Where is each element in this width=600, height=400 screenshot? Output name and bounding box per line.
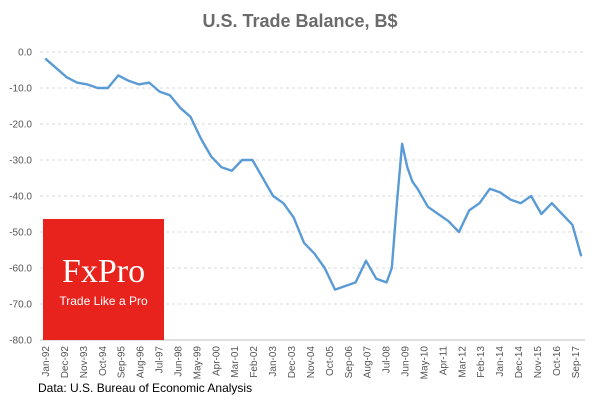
logo-tagline: Trade Like a Pro — [59, 294, 148, 308]
series-line-trade-balance — [44, 58, 583, 291]
y-tick-label: 0.0 — [18, 48, 32, 59]
y-tick-label: -40.0 — [9, 192, 32, 203]
x-tick-label: Jun-98 — [173, 346, 184, 377]
x-tick-label: Nov-15 — [533, 346, 544, 379]
y-tick-label: -80.0 — [9, 336, 32, 347]
x-tick-label: May-99 — [192, 346, 203, 380]
x-tick-label: Dec-14 — [514, 346, 525, 379]
x-axis-ticks: Jan-92 Dec-92 Nov-93 Oct-94 Sep-95 Aug-96 Jul-… — [41, 346, 582, 380]
y-tick-label: -60.0 — [9, 264, 32, 275]
x-tick-label: Apr-00 — [211, 346, 222, 376]
x-tick-label: Oct-16 — [552, 346, 563, 376]
x-tick-label: Mar-12 — [457, 346, 468, 378]
x-tick-label: Dec-03 — [287, 346, 298, 379]
x-tick-label: Sep-95 — [117, 346, 128, 379]
y-tick-label: -50.0 — [9, 228, 32, 239]
x-tick-label: Sep-17 — [571, 346, 582, 379]
x-tick-label: Jun-09 — [401, 346, 412, 377]
x-tick-label: Jul-08 — [382, 346, 393, 374]
x-tick-label: Aug-96 — [136, 346, 147, 379]
x-tick-label: Feb-13 — [476, 346, 487, 378]
x-tick-label: Nov-93 — [79, 346, 90, 379]
x-tick-label: Dec-92 — [60, 346, 71, 379]
x-tick-label: Jan-92 — [41, 346, 52, 377]
x-tick-label: Jan-14 — [495, 346, 506, 377]
y-axis-ticks: 0.0 -10.0 -20.0 -30.0 -40.0 -50.0 -60.0 -70.0 -8… — [9, 48, 32, 347]
series-layer — [44, 58, 583, 291]
fxpro-logo: FxPro Trade Like a Pro — [43, 219, 164, 340]
x-tick-label: Aug-07 — [363, 346, 374, 379]
y-tick-label: -20.0 — [9, 120, 32, 131]
y-tick-label: -10.0 — [9, 84, 32, 95]
logo-brand: FxPro — [61, 253, 146, 290]
x-tick-label: Oct-94 — [98, 346, 109, 376]
x-tick-label: Apr-11 — [438, 346, 449, 376]
x-tick-label: Sep-06 — [344, 346, 355, 379]
x-tick-label: Feb-02 — [249, 346, 260, 378]
y-tick-label: -70.0 — [9, 300, 32, 311]
x-tick-label: Oct-05 — [325, 346, 336, 376]
y-tick-label: -30.0 — [9, 156, 32, 167]
x-tick-label: Jan-03 — [268, 346, 279, 377]
source-note: Data: U.S. Bureau of Economic Analysis — [38, 381, 252, 395]
chart-title: U.S. Trade Balance, B$ — [202, 11, 397, 31]
x-tick-label: Mar-01 — [230, 346, 241, 378]
x-tick-label: May-10 — [419, 346, 430, 380]
x-tick-label: Jul-97 — [155, 346, 166, 374]
x-tick-label: Nov-04 — [306, 346, 317, 379]
